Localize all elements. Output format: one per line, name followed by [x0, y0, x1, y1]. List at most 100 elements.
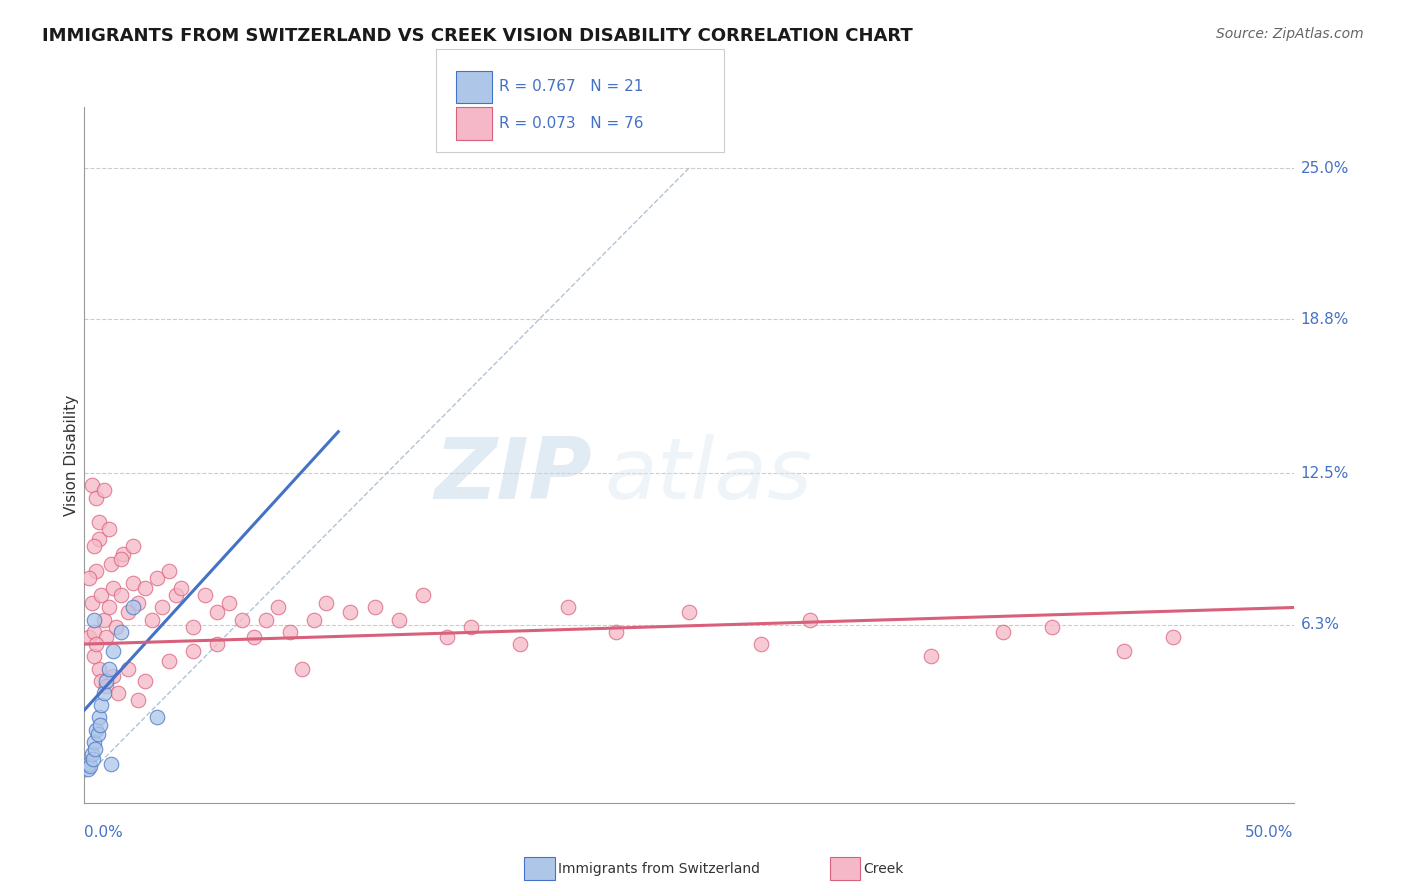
Point	[121, 540, 143, 554]
Point	[157, 654, 180, 668]
Point	[87, 710, 110, 724]
Point	[751, 637, 773, 651]
Point	[97, 522, 120, 536]
Text: Immigrants from Switzerland: Immigrants from Switzerland	[558, 862, 761, 876]
Point	[87, 515, 110, 529]
Point	[181, 620, 204, 634]
Point	[170, 581, 193, 595]
Point	[110, 624, 132, 639]
Point	[436, 630, 458, 644]
Point	[509, 637, 531, 651]
Point	[339, 606, 361, 620]
Point	[97, 600, 120, 615]
Point	[94, 679, 117, 693]
Point	[363, 600, 385, 615]
Point	[134, 673, 156, 688]
Point	[93, 483, 115, 498]
Point	[77, 756, 100, 771]
Point	[218, 596, 240, 610]
Point	[100, 756, 122, 771]
Point	[94, 673, 117, 688]
Point	[146, 571, 169, 585]
Text: 25.0%: 25.0%	[1301, 161, 1348, 176]
Point	[141, 613, 163, 627]
Point	[1161, 630, 1184, 644]
Text: 12.5%: 12.5%	[1301, 466, 1348, 481]
Point	[83, 613, 105, 627]
Text: 18.8%: 18.8%	[1301, 312, 1348, 327]
Point	[194, 588, 217, 602]
Point	[77, 571, 100, 585]
Point	[678, 606, 700, 620]
Point	[93, 613, 115, 627]
Point	[83, 735, 105, 749]
Point	[412, 588, 434, 602]
Point	[87, 532, 110, 546]
Point	[1040, 620, 1063, 634]
Point	[84, 742, 107, 756]
Point	[150, 600, 173, 615]
Point	[107, 686, 129, 700]
Point	[146, 710, 169, 724]
Text: Creek: Creek	[863, 862, 904, 876]
Point	[79, 759, 101, 773]
Point	[90, 673, 112, 688]
Point	[103, 644, 125, 658]
Point	[157, 564, 180, 578]
Point	[127, 596, 149, 610]
Point	[103, 669, 125, 683]
Point	[605, 624, 627, 639]
Point	[1114, 644, 1136, 658]
Text: 6.3%: 6.3%	[1301, 617, 1340, 632]
Point	[86, 723, 108, 737]
Point	[86, 491, 108, 505]
Point	[86, 727, 108, 741]
Text: Source: ZipAtlas.com: Source: ZipAtlas.com	[1216, 27, 1364, 41]
Point	[254, 613, 277, 627]
Point	[90, 588, 112, 602]
Point	[267, 600, 290, 615]
Point	[799, 613, 821, 627]
Point	[83, 624, 105, 639]
Point	[82, 752, 104, 766]
Point	[110, 551, 132, 566]
Point	[112, 547, 135, 561]
Point	[315, 596, 337, 610]
Point	[94, 630, 117, 644]
Point	[103, 581, 125, 595]
Point	[121, 600, 143, 615]
Point	[93, 686, 115, 700]
Point	[100, 557, 122, 571]
Point	[127, 693, 149, 707]
Text: 50.0%: 50.0%	[1246, 825, 1294, 840]
Point	[165, 588, 187, 602]
Text: atlas: atlas	[605, 434, 813, 517]
Point	[83, 649, 105, 664]
Y-axis label: Vision Disability: Vision Disability	[63, 394, 79, 516]
Point	[86, 564, 108, 578]
Point	[90, 698, 112, 713]
Point	[80, 596, 103, 610]
Text: IMMIGRANTS FROM SWITZERLAND VS CREEK VISION DISABILITY CORRELATION CHART: IMMIGRANTS FROM SWITZERLAND VS CREEK VIS…	[42, 27, 912, 45]
Text: R = 0.767   N = 21: R = 0.767 N = 21	[499, 79, 644, 95]
Point	[207, 637, 229, 651]
Point	[920, 649, 942, 664]
Point	[181, 644, 204, 658]
Point	[134, 581, 156, 595]
Point	[83, 540, 105, 554]
Point	[242, 630, 264, 644]
Point	[557, 600, 579, 615]
Point	[89, 717, 111, 731]
Point	[110, 588, 132, 602]
Text: R = 0.073   N = 76: R = 0.073 N = 76	[499, 116, 644, 131]
Point	[87, 661, 110, 675]
Point	[77, 762, 100, 776]
Point	[80, 747, 103, 761]
Point	[302, 613, 325, 627]
Point	[231, 613, 253, 627]
Text: ZIP: ZIP	[434, 434, 592, 517]
Point	[117, 606, 139, 620]
Point	[121, 576, 143, 591]
Point	[207, 606, 229, 620]
Point	[460, 620, 482, 634]
